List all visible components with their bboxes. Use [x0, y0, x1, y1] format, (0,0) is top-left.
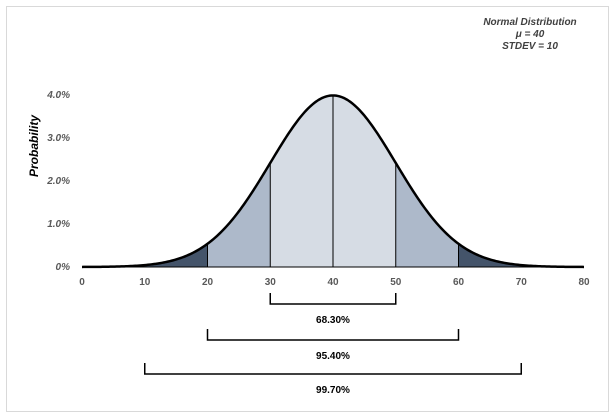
- legend-line: μ = 40: [515, 29, 545, 40]
- x-tick-label: 10: [139, 277, 151, 288]
- distribution-curve: [81, 94, 585, 269]
- x-tick-label: 50: [390, 277, 402, 288]
- interval-brackets: 68.30% 95.40% 99.70%: [144, 293, 522, 396]
- interval-bracket: [269, 293, 397, 305]
- interval-label: 68.30%: [316, 315, 350, 326]
- x-tick-label: 80: [578, 277, 590, 288]
- interval-label: 99.70%: [316, 385, 350, 396]
- x-tick-label: 0: [79, 277, 85, 288]
- y-tick-labels: 0% 1.0% 2.0% 3.0% 4.0%: [46, 90, 70, 273]
- shaded-region: [458, 243, 584, 267]
- x-tick-labels: 0 10 20 30 40 50 60 70 80: [79, 277, 590, 288]
- interval-label: 95.40%: [316, 351, 350, 362]
- interval-bracket: [206, 329, 460, 341]
- x-tick-label: 70: [516, 277, 528, 288]
- shaded-region: [82, 243, 208, 267]
- x-tick-label: 30: [265, 277, 277, 288]
- y-tick-label: 2.0%: [46, 176, 70, 187]
- divider-lines: [207, 95, 459, 267]
- y-tick-label: 0%: [56, 262, 71, 273]
- interval-bracket: [144, 363, 522, 375]
- x-tick-label: 40: [327, 277, 339, 288]
- y-axis-label: Probability: [27, 114, 41, 177]
- y-tick-label: 3.0%: [47, 133, 70, 144]
- legend-line: Normal Distribution: [483, 17, 576, 28]
- y-tick-label: 4.0%: [46, 90, 70, 101]
- x-tick-label: 20: [202, 277, 214, 288]
- legend-line: STDEV = 10: [502, 41, 558, 52]
- y-tick-label: 1.0%: [47, 219, 70, 230]
- x-tick-label: 60: [453, 277, 465, 288]
